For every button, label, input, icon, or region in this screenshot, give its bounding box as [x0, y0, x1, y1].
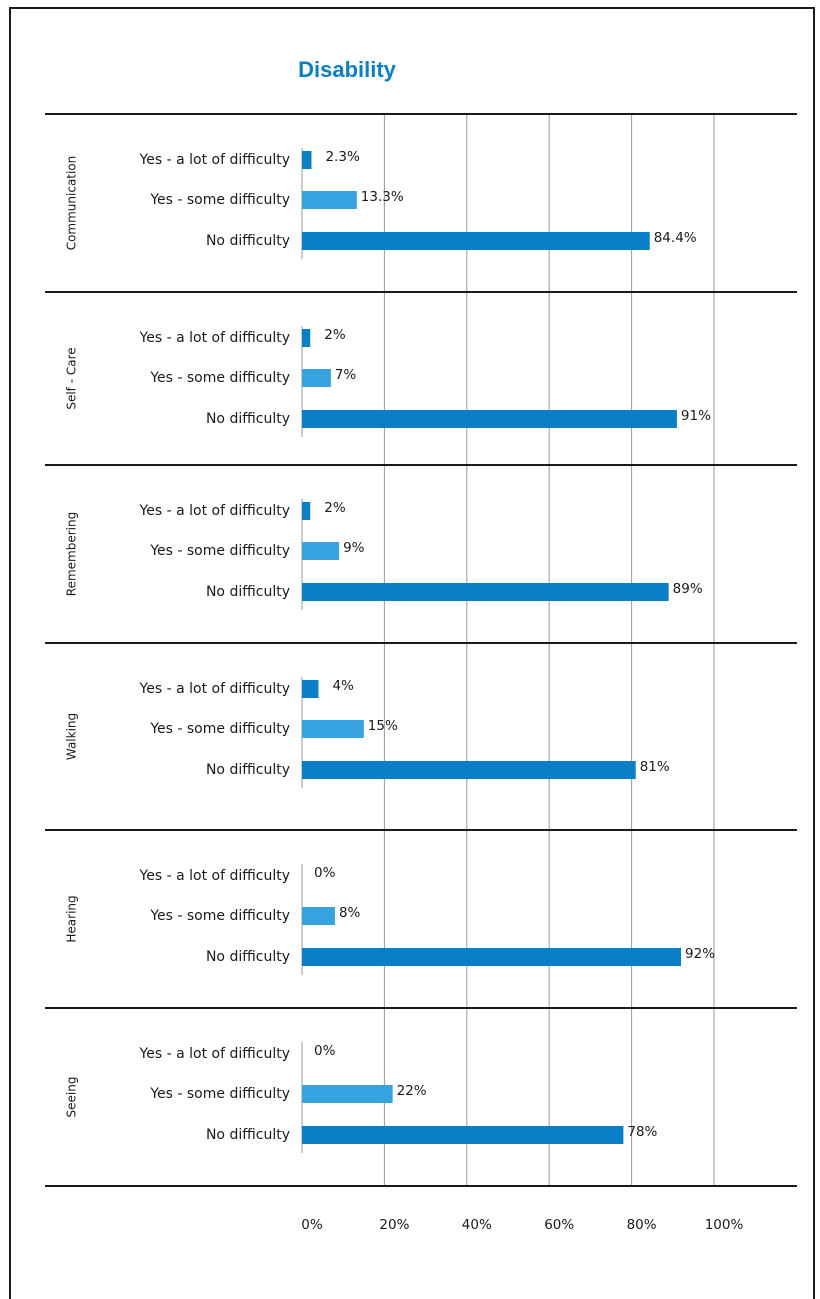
data-label: 84.4%	[654, 230, 697, 246]
category-label: Yes - a lot of difficulty	[139, 330, 290, 346]
chart-title: Disability	[298, 57, 397, 82]
category-label: Yes - some difficulty	[149, 370, 290, 386]
data-label: 4%	[332, 678, 354, 694]
bar	[302, 948, 682, 966]
data-label: 81%	[640, 759, 670, 775]
category-label: Yes - some difficulty	[149, 721, 290, 737]
bar	[302, 542, 340, 560]
category-label: Yes - some difficulty	[149, 1086, 290, 1102]
x-tick-label: 60%	[544, 1217, 574, 1233]
data-label: 13.3%	[361, 189, 404, 205]
data-label: 78%	[627, 1124, 657, 1140]
bar	[302, 1085, 393, 1103]
category-label: Yes - a lot of difficulty	[139, 152, 290, 168]
group-label: Hearing	[65, 895, 79, 942]
x-tick-label: 40%	[462, 1217, 492, 1233]
group-label: Seeing	[65, 1077, 79, 1118]
group-label: Remembering	[65, 512, 79, 596]
data-label: 91%	[681, 408, 711, 424]
group-label: Communication	[65, 156, 79, 251]
category-label: No difficulty	[206, 762, 290, 778]
category-label: Yes - some difficulty	[149, 543, 290, 559]
x-tick-label: 0%	[301, 1217, 323, 1233]
x-tick-label: 100%	[705, 1217, 744, 1233]
category-label: No difficulty	[206, 949, 290, 965]
bar	[302, 232, 650, 250]
data-label: 15%	[368, 718, 398, 734]
category-label: No difficulty	[206, 233, 290, 249]
bar	[302, 369, 331, 387]
group-label: Self - Care	[65, 347, 79, 409]
category-label: No difficulty	[206, 1127, 290, 1143]
data-label: 2.3%	[325, 149, 359, 165]
category-label: Yes - a lot of difficulty	[139, 503, 290, 519]
bar	[302, 720, 364, 738]
bar	[302, 1126, 624, 1144]
category-label: Yes - a lot of difficulty	[139, 681, 290, 697]
data-label: 2%	[324, 327, 346, 343]
x-tick-label: 20%	[379, 1217, 409, 1233]
category-label: Yes - a lot of difficulty	[139, 1046, 290, 1062]
category-label: Yes - some difficulty	[149, 908, 290, 924]
bar	[302, 410, 677, 428]
group-label: Walking	[65, 713, 79, 760]
data-label: 22%	[397, 1083, 427, 1099]
data-label: 92%	[685, 946, 715, 962]
chart-frame	[9, 7, 815, 1299]
bar	[302, 329, 311, 347]
data-label: 0%	[314, 1043, 336, 1059]
data-label: 0%	[314, 865, 336, 881]
data-label: 8%	[339, 905, 361, 921]
category-label: No difficulty	[206, 411, 290, 427]
bar	[302, 151, 312, 169]
data-label: 7%	[335, 367, 357, 383]
data-label: 89%	[673, 581, 703, 597]
category-label: Yes - a lot of difficulty	[139, 868, 290, 884]
x-tick-label: 80%	[627, 1217, 657, 1233]
data-label: 2%	[324, 500, 346, 516]
bar	[302, 680, 319, 698]
bar	[302, 907, 335, 925]
category-label: No difficulty	[206, 584, 290, 600]
bar	[302, 761, 636, 779]
category-label: Yes - some difficulty	[149, 192, 290, 208]
bar	[302, 583, 669, 601]
bar	[302, 502, 311, 520]
data-label: 9%	[343, 540, 365, 556]
bar	[302, 191, 357, 209]
